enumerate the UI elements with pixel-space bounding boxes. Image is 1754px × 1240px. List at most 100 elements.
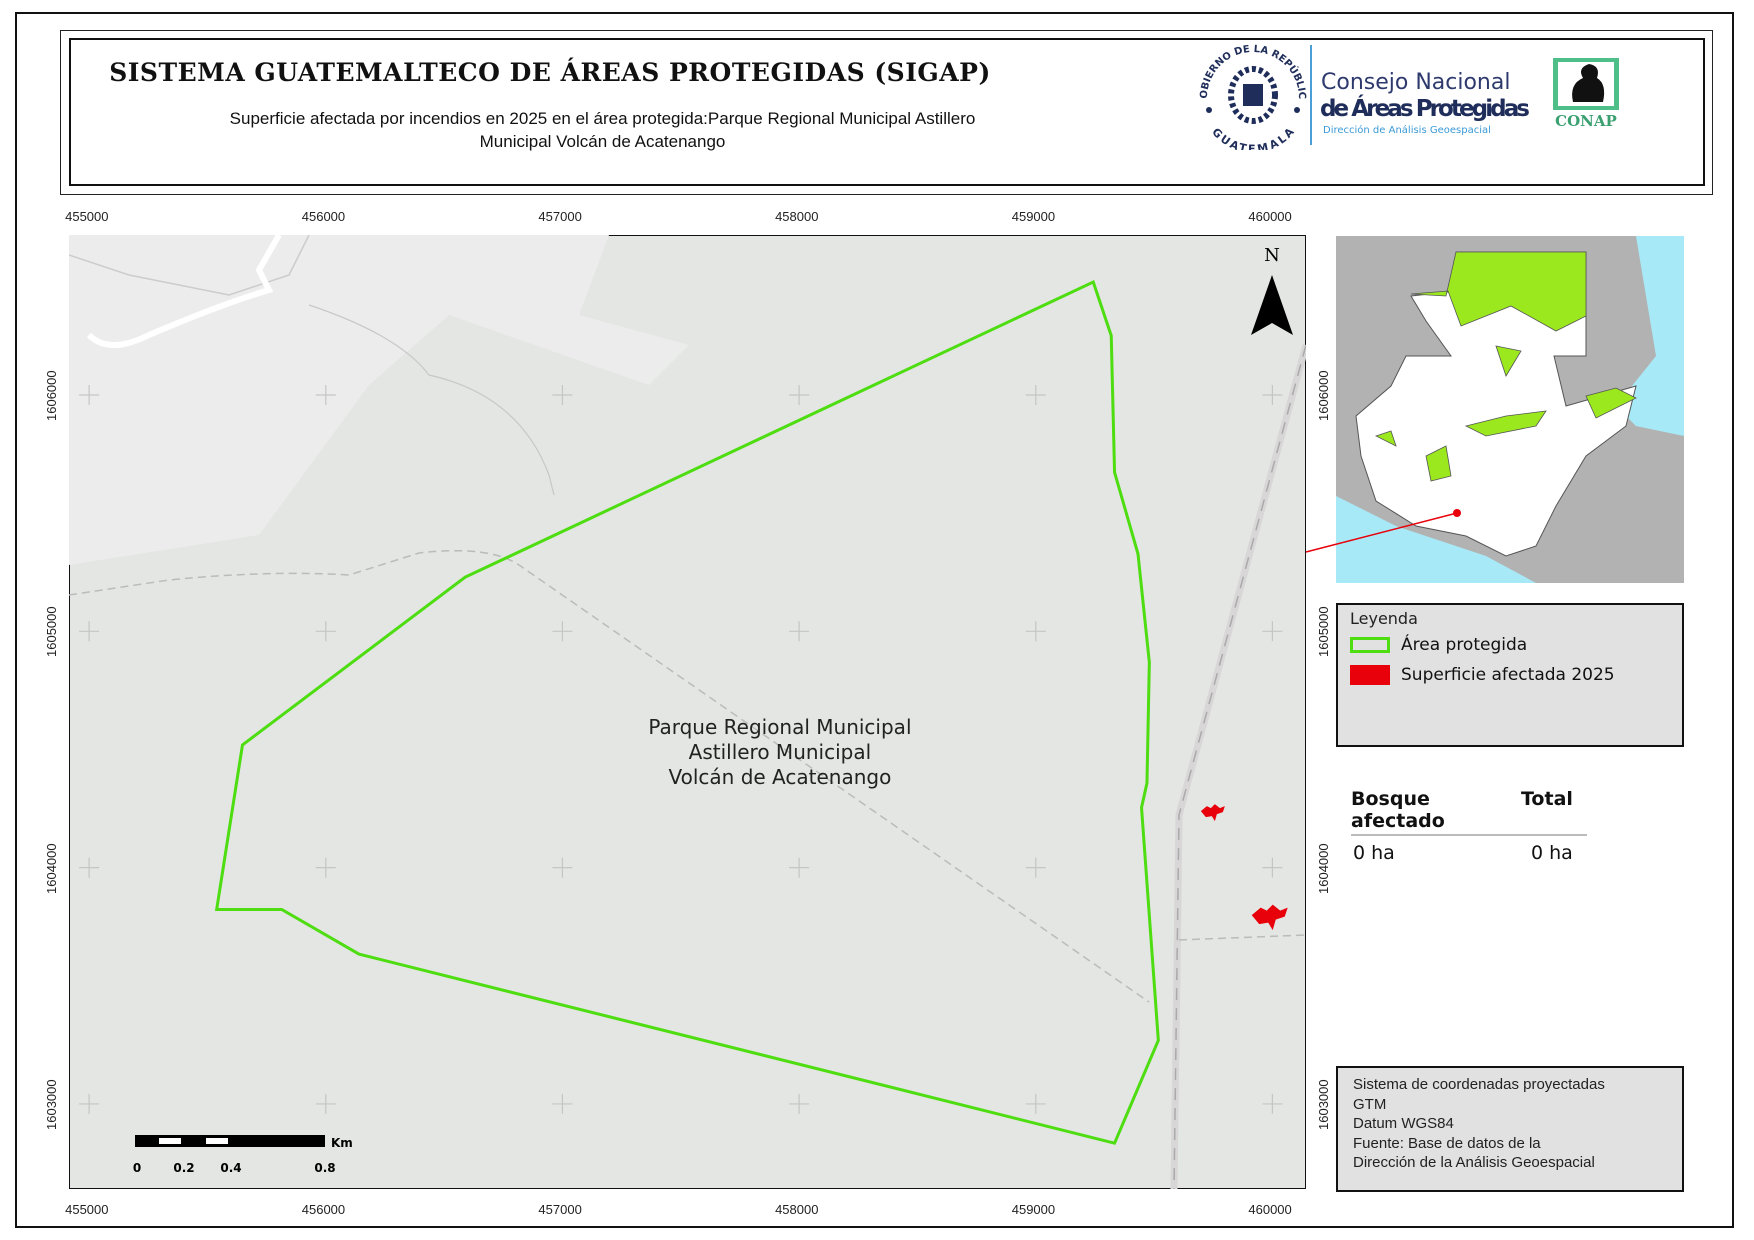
- grid-cross: [1025, 1093, 1046, 1114]
- locator-inset-map: [1336, 236, 1684, 583]
- north-arrow-icon: [1251, 275, 1293, 335]
- svg-text:CONAP: CONAP: [1555, 112, 1617, 130]
- coordinate-label: 1606000: [44, 370, 59, 421]
- grid-cross: [315, 1093, 336, 1114]
- grid-cross: [1262, 621, 1283, 642]
- coordinate-label: 459000: [1011, 209, 1056, 224]
- grid-cross: [552, 857, 573, 878]
- info-line: Dirección de la Análisis Geoespacial: [1353, 1154, 1595, 1171]
- coordinate-label: 457000: [538, 209, 582, 224]
- coordinate-label: 455000: [65, 209, 109, 224]
- legend-label: Área protegida: [1401, 635, 1528, 655]
- coordinate-label: 1604000: [1316, 842, 1331, 894]
- main-map[interactable]: Parque Regional Municipal Astillero Munic…: [69, 235, 1306, 1189]
- legend-title: Leyenda: [1350, 609, 1418, 628]
- info-line: GTM: [1353, 1095, 1387, 1113]
- grid-cross: [315, 621, 336, 642]
- coordinate-label: 1603000: [1316, 1079, 1331, 1130]
- coordinate-label: 1605000: [44, 606, 59, 658]
- coordinate-label: 1603000: [44, 1079, 59, 1130]
- grid-cross: [1025, 384, 1046, 405]
- grid-cross: [315, 857, 336, 878]
- subtitle-line: Municipal Volcán de Acatenango: [479, 132, 726, 151]
- grid-cross: [79, 621, 100, 642]
- map-title: SISTEMA GUATEMALTECO DE ÁREAS PROTEGIDAS…: [109, 58, 991, 87]
- coordinate-label: 459000: [1011, 1202, 1056, 1217]
- legend-label: Superficie afectada 2025: [1401, 665, 1615, 685]
- header-frame-outer: [60, 30, 1713, 195]
- info-line: Sistema de coordenadas proyectadas: [1353, 1076, 1605, 1093]
- legend-item-protected-area: Área protegida: [1350, 635, 1527, 655]
- header-frame: [69, 38, 1705, 186]
- protected-area-label: Parque Regional Municipal Astillero Munic…: [648, 715, 911, 789]
- conap-name-line2: de Áreas Protegidas: [1320, 94, 1530, 122]
- svg-text:N: N: [1264, 245, 1280, 266]
- grid-cross: [552, 621, 573, 642]
- legend-item-burned-area: Superficie afectada 2025: [1350, 665, 1615, 685]
- coordinate-label: 457000: [538, 1202, 582, 1217]
- coordinate-label: 456000: [301, 1202, 346, 1217]
- table-cell: 0 ha: [1531, 842, 1573, 864]
- inset-pointer-line: [1305, 512, 1458, 553]
- grid-cross: [552, 1093, 573, 1114]
- conap-name-line1: Consejo Nacional: [1321, 70, 1510, 95]
- grid-cross: [789, 1093, 810, 1114]
- grid-cross: [79, 1093, 100, 1114]
- grid-cross: [79, 857, 100, 878]
- svg-text:0.8: 0.8: [314, 1161, 335, 1175]
- trail: [69, 549, 1150, 1003]
- grid-cross: [552, 384, 573, 405]
- svg-text:GUATEMALA: GUATEMALA: [1209, 125, 1297, 150]
- coordinate-label: 458000: [775, 209, 819, 224]
- grid-cross: [789, 384, 810, 405]
- coordinate-label: 458000: [775, 1202, 819, 1217]
- coordinate-label: 460000: [1248, 209, 1292, 224]
- affected-area-table: Bosque afectado Total 0 ha 0 ha: [1351, 788, 1587, 864]
- legend: Leyenda Área protegida Superficie afecta…: [1336, 603, 1684, 747]
- conap-name-line3: Dirección de Análisis Geoespacial: [1323, 124, 1491, 136]
- map-subtitle: Superficie afectada por incendios en 202…: [170, 107, 1035, 153]
- coordinate-label: 460000: [1248, 1202, 1292, 1217]
- grid-cross: [1025, 621, 1046, 642]
- column-header: Bosque afectado: [1351, 788, 1445, 832]
- legend-swatch: [1350, 665, 1390, 685]
- grid-cross: [79, 384, 100, 405]
- conap-monkey-logo: CONAP: [1553, 58, 1619, 130]
- grid-cross: [1262, 1093, 1283, 1114]
- grid-crosses: [79, 384, 1283, 1114]
- subtitle-line: Superficie afectada por incendios en 202…: [229, 109, 976, 128]
- burn-patches: [1200, 804, 1288, 931]
- table-cell: 0 ha: [1353, 842, 1395, 864]
- coordinate-label: 1606000: [1316, 370, 1331, 421]
- coordinate-label: 1604000: [44, 842, 59, 894]
- grid-cross: [1262, 857, 1283, 878]
- guatemala-outline: [1355, 251, 1637, 557]
- coordinate-label: 455000: [65, 1202, 109, 1217]
- map-info-box: Sistema de coordenadas proyectadas GTM D…: [1336, 1066, 1684, 1192]
- grid-cross: [789, 621, 810, 642]
- guatemala-coat-of-arms-logo: GOBIERNO DE LA REPÚBLICA GUATEMALA: [1195, 40, 1307, 150]
- light-terrain: [69, 235, 689, 565]
- protected-area-boundary[interactable]: [214, 279, 1160, 1145]
- burn-patch[interactable]: [1251, 904, 1288, 931]
- info-line: Fuente: Base de datos de la: [1353, 1134, 1541, 1152]
- svg-text:0.4: 0.4: [220, 1161, 241, 1175]
- svg-text:Km: Km: [331, 1136, 353, 1150]
- legend-swatch: [1350, 637, 1390, 653]
- coordinate-label: 1605000: [1316, 606, 1331, 658]
- grid-cross: [1025, 857, 1046, 878]
- burn-patch[interactable]: [1200, 804, 1225, 822]
- logos: GOBIERNO DE LA REPÚBLICA GUATEMALA Conse…: [1195, 40, 1619, 150]
- grid-cross: [789, 857, 810, 878]
- column-header: Total: [1521, 788, 1573, 810]
- svg-text:0: 0: [133, 1161, 141, 1175]
- svg-text:0.2: 0.2: [173, 1161, 194, 1175]
- grid-cross: [315, 384, 336, 405]
- river: [86, 235, 282, 348]
- scale-bar: Km 0 0.2 0.4 0.8: [133, 1135, 353, 1175]
- page-border: [15, 12, 1734, 1228]
- info-line: Datum WGS84: [1353, 1115, 1454, 1132]
- north-arrow: N: [1251, 245, 1293, 335]
- coordinate-label: 456000: [301, 209, 346, 224]
- grid-cross: [1262, 384, 1283, 405]
